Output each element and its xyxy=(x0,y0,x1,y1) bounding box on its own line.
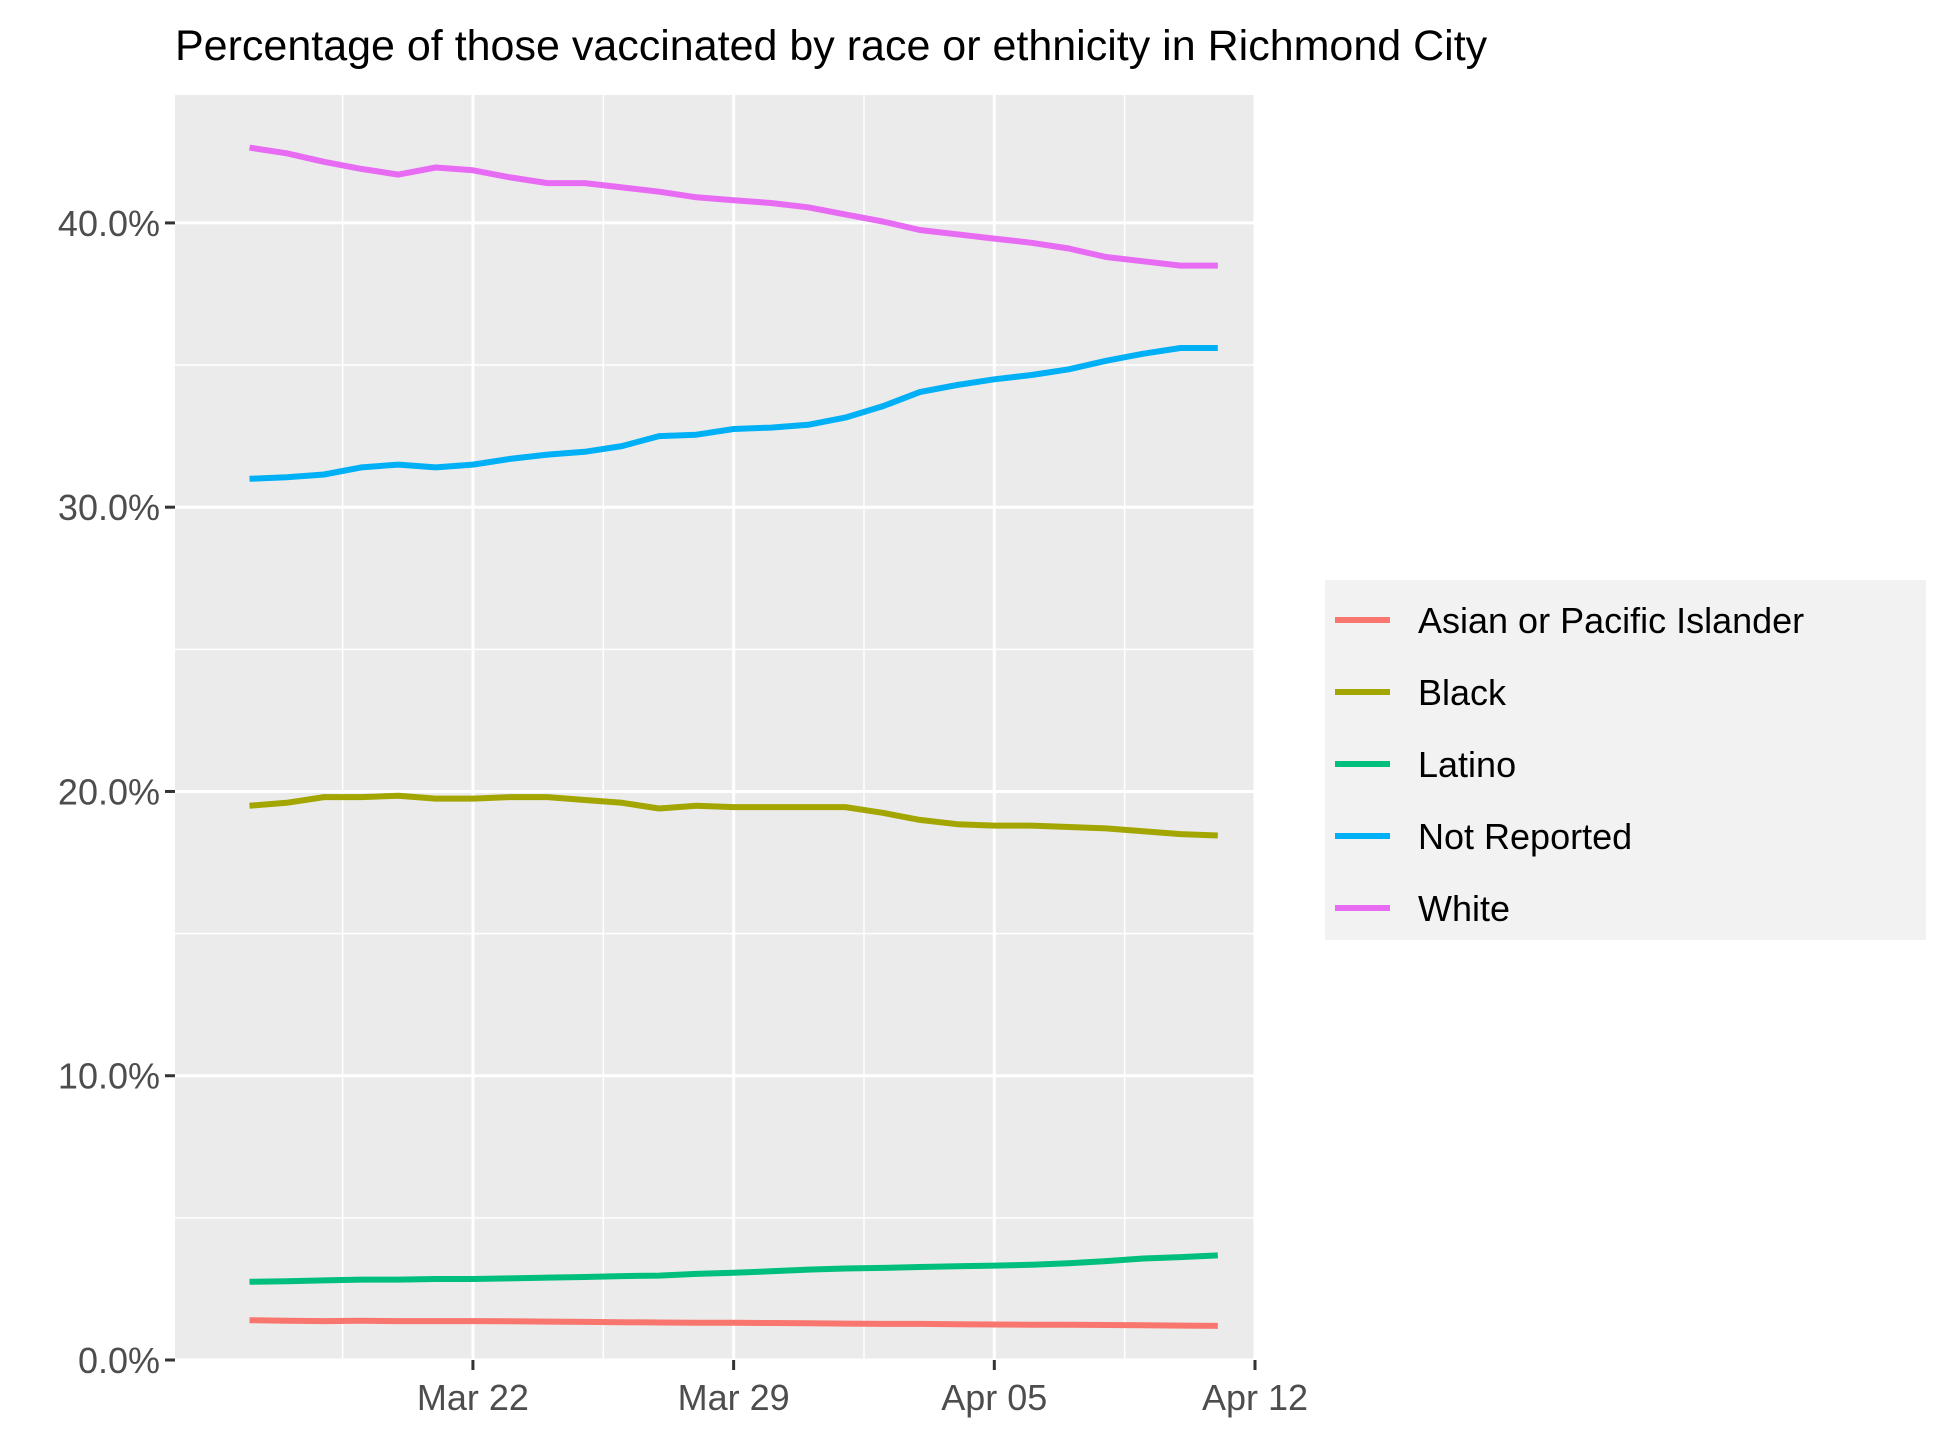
y-tick-label: 30.0% xyxy=(58,487,160,528)
series-line-black xyxy=(249,792,1218,839)
series-line-not-reported xyxy=(249,345,1218,482)
x-tick-label: Mar 22 xyxy=(417,1377,529,1418)
legend-label: Black xyxy=(1418,672,1507,713)
y-tick-label: 10.0% xyxy=(58,1056,160,1097)
chart-title: Percentage of those vaccinated by race o… xyxy=(175,22,1488,70)
legend-label: Asian or Pacific Islander xyxy=(1418,600,1804,641)
legend-label: Not Reported xyxy=(1418,816,1632,857)
major-gridlines xyxy=(175,95,1257,1362)
y-tick-label: 0.0% xyxy=(78,1340,160,1381)
minor-gridlines xyxy=(175,95,1255,1360)
series-line-asian-or-pacific-islander xyxy=(249,1317,1218,1329)
plot-panel xyxy=(175,95,1255,1360)
x-axis: Mar 22 Mar 29 Apr 05 Apr 12 xyxy=(417,1360,1308,1418)
series-line-white xyxy=(249,144,1218,269)
series-line-latino xyxy=(249,1252,1218,1285)
legend-label: Latino xyxy=(1418,744,1516,785)
series-lines xyxy=(249,144,1218,1329)
legend: Asian or Pacific Islander Black Latino Not … xyxy=(1325,580,1926,940)
y-axis: 0.0% 10.0% 20.0% 30.0% 40.0% xyxy=(58,203,175,1381)
y-tick-label: 40.0% xyxy=(58,203,160,244)
legend-label: White xyxy=(1418,888,1510,929)
y-tick-label: 20.0% xyxy=(58,771,160,812)
x-tick-label: Mar 29 xyxy=(678,1377,790,1418)
legend-background xyxy=(1325,580,1926,940)
x-tick-label: Apr 12 xyxy=(1202,1377,1308,1418)
x-tick-label: Apr 05 xyxy=(941,1377,1047,1418)
